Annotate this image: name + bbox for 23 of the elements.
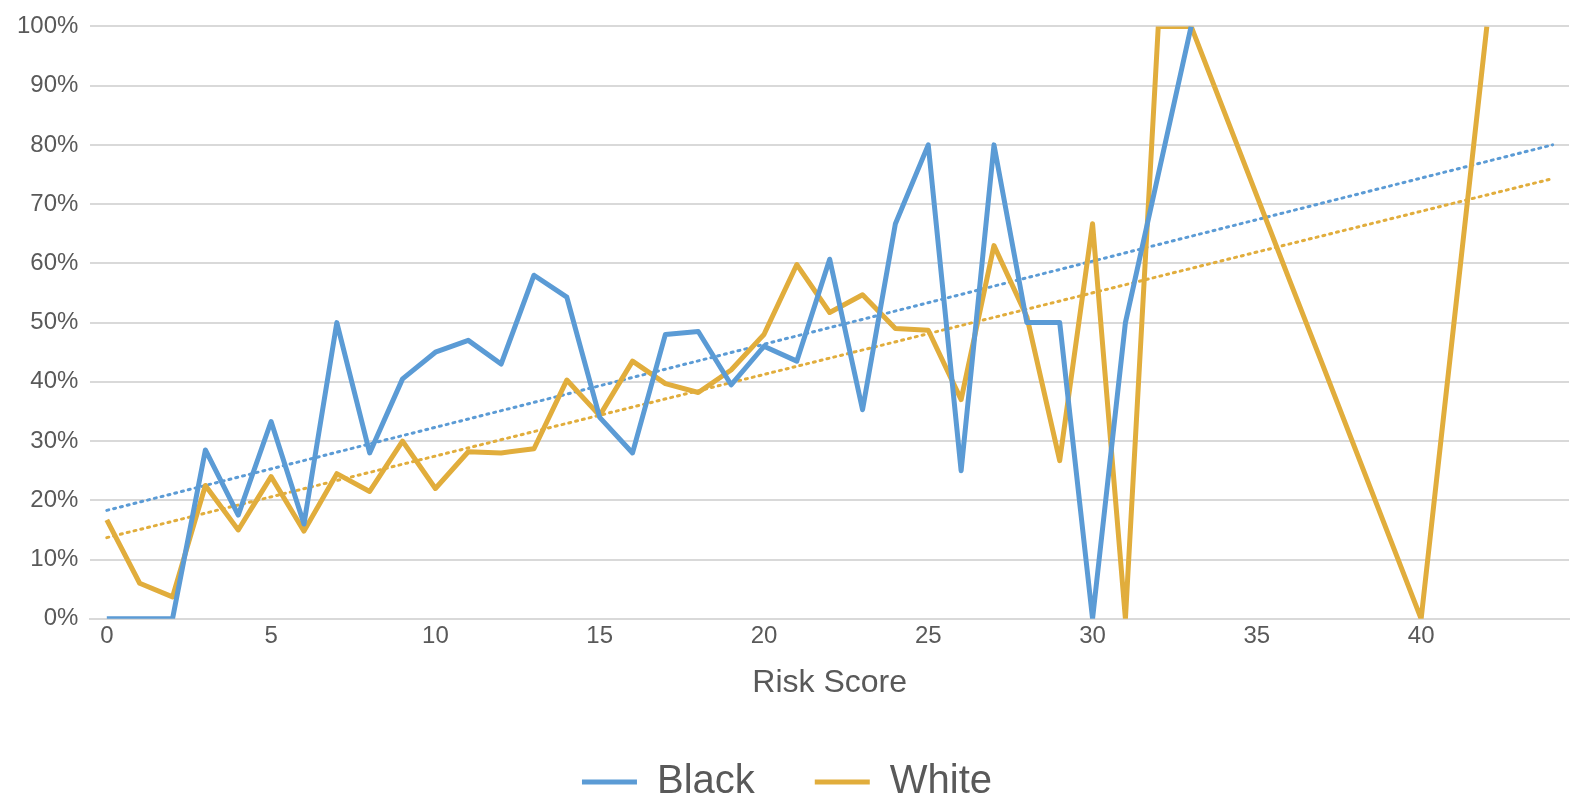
x-tick-label: 35	[1243, 620, 1271, 648]
x-tick-label: 10	[422, 620, 449, 648]
x-tick-label: 20	[750, 620, 778, 648]
legend-label: White	[889, 757, 993, 802]
x-tick-label: 15	[586, 620, 614, 648]
y-tick-label: 100%	[16, 11, 79, 39]
y-tick-label: 40%	[30, 366, 79, 394]
y-tick-label: 90%	[30, 70, 79, 98]
y-tick-label: 80%	[30, 129, 79, 157]
y-tick-label: 60%	[30, 247, 79, 275]
y-tick-label: 70%	[30, 188, 79, 216]
y-tick-label: 10%	[30, 544, 79, 572]
x-tick-label: 25	[914, 620, 942, 648]
legend-label: Black	[656, 757, 756, 802]
y-tick-label: 20%	[30, 484, 79, 512]
x-tick-label: 30	[1079, 620, 1106, 648]
x-axis-title: Risk Score	[752, 662, 908, 699]
x-tick-label: 5	[264, 620, 278, 648]
x-tick-label: 40	[1407, 620, 1435, 648]
y-tick-label: 30%	[30, 425, 79, 453]
y-tick-label: 50%	[30, 307, 79, 335]
x-tick-label: 0	[100, 620, 114, 648]
y-tick-label: 0%	[43, 603, 79, 631]
